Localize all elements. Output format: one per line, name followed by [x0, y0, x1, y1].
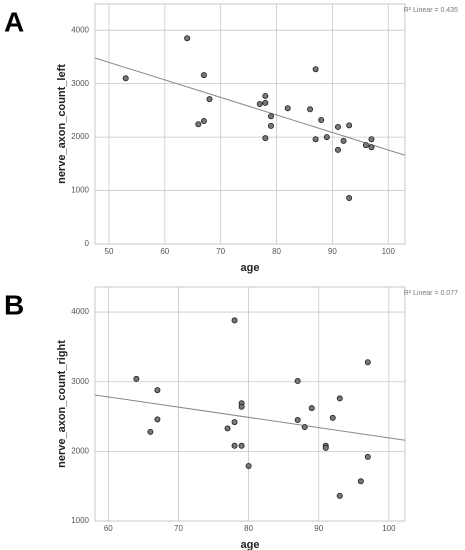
- fit-line: [94, 394, 406, 441]
- point: [336, 492, 343, 499]
- point: [284, 105, 291, 112]
- point: [364, 453, 371, 460]
- point: [267, 122, 274, 129]
- point: [318, 116, 325, 123]
- point: [334, 146, 341, 153]
- y-axis-label: nerve_axon_count_right: [56, 340, 68, 468]
- point: [334, 123, 341, 130]
- point: [312, 136, 319, 143]
- x-tick-label: 90: [314, 524, 323, 533]
- y-tick-label: 3000: [71, 79, 89, 88]
- y-tick-label: 4000: [71, 307, 89, 316]
- plot-area: [94, 286, 406, 522]
- point: [346, 195, 353, 202]
- point: [231, 419, 238, 426]
- point: [312, 66, 319, 73]
- x-tick-label: 70: [174, 524, 183, 533]
- point: [262, 135, 269, 142]
- x-tick-label: 80: [272, 247, 281, 256]
- panel-label: A: [4, 6, 24, 37]
- point: [262, 92, 269, 99]
- point: [122, 75, 129, 82]
- point: [357, 478, 364, 485]
- x-axis-label: age: [241, 539, 260, 550]
- point: [294, 417, 301, 424]
- annotation: R² Linear = 0.077: [404, 290, 458, 297]
- point: [231, 317, 238, 324]
- point: [154, 416, 161, 423]
- x-tick-label: 100: [382, 524, 396, 533]
- point: [294, 378, 301, 385]
- y-tick-label: 2000: [71, 132, 89, 141]
- x-tick-label: 70: [216, 247, 225, 256]
- y-tick-label: 1000: [71, 186, 89, 195]
- point: [133, 375, 140, 382]
- point: [368, 144, 375, 151]
- point: [147, 428, 154, 435]
- point: [231, 442, 238, 449]
- point: [362, 142, 369, 149]
- x-tick-label: 80: [244, 524, 253, 533]
- point: [262, 99, 269, 106]
- plot-area: [94, 3, 406, 245]
- panel-label: B: [4, 289, 24, 320]
- point: [364, 359, 371, 366]
- point: [368, 136, 375, 143]
- point: [184, 35, 191, 42]
- point: [154, 387, 161, 394]
- x-axis-label: age: [241, 262, 260, 274]
- point: [346, 122, 353, 129]
- point: [195, 121, 202, 128]
- x-tick-label: 60: [160, 247, 169, 256]
- point: [322, 444, 329, 451]
- y-tick-label: 3000: [71, 377, 89, 386]
- y-tick-label: 2000: [71, 446, 89, 455]
- point: [340, 137, 347, 144]
- point: [238, 442, 245, 449]
- point: [301, 423, 308, 430]
- point: [200, 72, 207, 79]
- point: [256, 100, 263, 107]
- point: [323, 134, 330, 141]
- fit-line: [94, 57, 406, 156]
- point: [308, 405, 315, 412]
- point: [336, 395, 343, 402]
- x-tick-label: 90: [328, 247, 337, 256]
- y-axis-label: nerve_axon_count_left: [56, 64, 68, 184]
- point: [307, 106, 314, 113]
- y-tick-label: 4000: [71, 25, 89, 34]
- y-tick-label: 0: [85, 239, 90, 248]
- point: [238, 403, 245, 410]
- x-tick-label: 50: [105, 247, 114, 256]
- x-tick-label: 60: [104, 524, 113, 533]
- y-tick-label: 1000: [71, 516, 89, 525]
- point: [329, 414, 336, 421]
- x-tick-label: 100: [382, 247, 396, 256]
- point: [200, 118, 207, 125]
- point: [267, 113, 274, 120]
- point: [245, 462, 252, 469]
- annotation: R² Linear = 0.435: [404, 7, 458, 14]
- point: [206, 96, 213, 103]
- point: [224, 425, 231, 432]
